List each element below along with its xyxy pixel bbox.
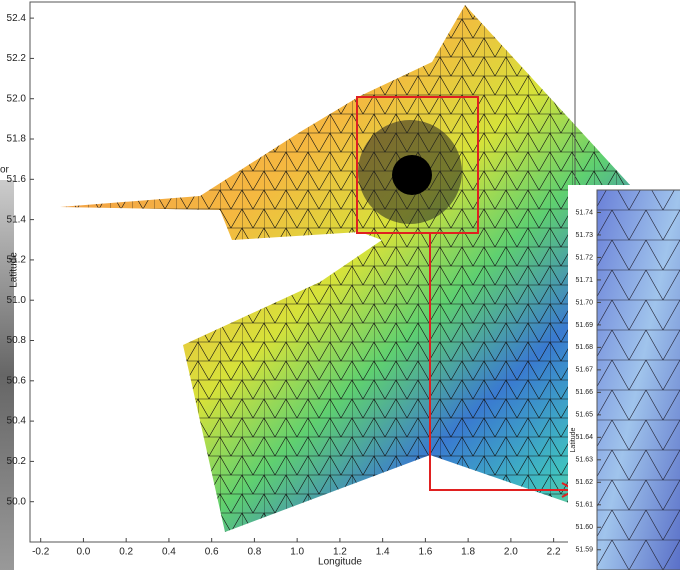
- x-tick-label: 2.0: [504, 547, 518, 558]
- x-tick-label: 0.6: [205, 547, 219, 558]
- y-tick-label: 50.4: [7, 416, 27, 427]
- y-tick-label: 51.63: [575, 457, 593, 464]
- y-tick-label: 51.70: [575, 299, 593, 306]
- page-body: {"fragment": {"text": "or"}, "chart_data…: [0, 0, 680, 570]
- x-tick-label: 1.6: [418, 547, 432, 558]
- x-tick-label: 0.2: [119, 547, 133, 558]
- x-tick-label: 1.4: [376, 547, 390, 558]
- refined-mesh-core: [392, 155, 432, 195]
- x-tick-label: 0.0: [76, 547, 90, 558]
- y-tick-label: 51.62: [575, 479, 593, 486]
- x-tick-label: 1.8: [461, 547, 475, 558]
- inset-mesh: [597, 190, 680, 570]
- main-plot: 50.050.250.450.650.851.051.251.451.651.8…: [7, 2, 630, 568]
- mesh-lines: [60, 5, 630, 532]
- y-tick-label: 51.60: [575, 524, 593, 531]
- y-tick-label: 51.4: [7, 214, 27, 225]
- y-tick-label: 51.73: [575, 232, 593, 239]
- y-tick-label: 51.66: [575, 389, 593, 396]
- y-tick-label: 51.74: [575, 209, 593, 216]
- y-axis-label: Latitude: [9, 252, 20, 288]
- y-tick-label: 51.64: [575, 434, 593, 441]
- y-tick-label: 51.8: [7, 134, 27, 145]
- inset: 51.74 51.73 51.72 51.71 51.70 51.69 51.68 51.67…: [568, 185, 680, 570]
- y-tick-label: 52.4: [7, 13, 27, 24]
- y-tick-label: 52.2: [7, 53, 27, 64]
- y-tick-label: 51.65: [575, 412, 593, 419]
- y-axis-label: Latitude: [570, 427, 577, 452]
- x-axis-label: Longitude: [318, 557, 362, 568]
- y-tick-label: 51.68: [575, 344, 593, 351]
- y-tick-label: 51.67: [575, 367, 593, 374]
- y-tick-label: 50.2: [7, 456, 27, 467]
- y-tick-label: 51.72: [575, 254, 593, 261]
- x-tick-label: 0.8: [247, 547, 261, 558]
- y-tick-label: 51.0: [7, 295, 27, 306]
- y-tick-label: 52.0: [7, 93, 27, 104]
- y-tick-label: 51.6: [7, 174, 27, 185]
- y-tick-label: 51.61: [575, 502, 593, 509]
- y-tick-label: 50.0: [7, 496, 27, 507]
- x-tick-label: 2.2: [547, 547, 561, 558]
- y-tick-label: 51.69: [575, 322, 593, 329]
- y-tick-label: 51.71: [575, 277, 593, 284]
- x-tick-label: 0.4: [162, 547, 176, 558]
- y-tick-label: 51.59: [575, 547, 593, 554]
- x-tick-label: -0.2: [32, 547, 50, 558]
- y-tick-label: 50.6: [7, 375, 27, 386]
- y-tick-label: 50.8: [7, 335, 27, 346]
- page: Mesh body { margin: 0; width: 680px; hei…: [0, 0, 680, 570]
- x-tick-label: 1.0: [290, 547, 304, 558]
- figure: or 50.050.250.450.650.851.051.251.451.65…: [0, 0, 680, 570]
